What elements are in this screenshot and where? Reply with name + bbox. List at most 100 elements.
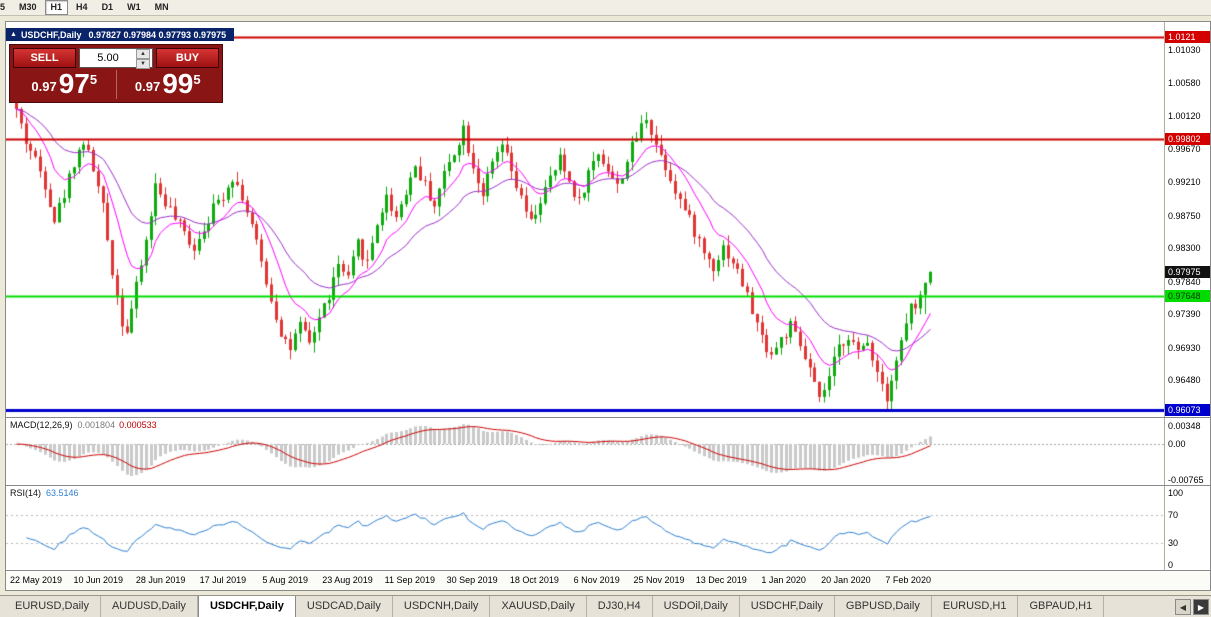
chart-tab-eurusd-daily[interactable]: EURUSD,Daily xyxy=(4,596,101,617)
macd-label: MACD(12,26,9) 0.001804 0.000533 xyxy=(10,420,157,430)
sell-price-point: 5 xyxy=(89,72,98,87)
macd-panel: MACD(12,26,9) 0.001804 0.000533 0.00348 0.0… xyxy=(6,417,1210,486)
sell-price-display[interactable]: 0.97 97 5 xyxy=(13,70,116,99)
tabs-scroll-left-button[interactable]: ◀ xyxy=(1175,599,1191,615)
price-badge-0.97975: 0.97975 xyxy=(1165,265,1210,278)
macd-scale-label: 0.00348 xyxy=(1168,421,1201,431)
buy-price-display[interactable]: 0.97 99 5 xyxy=(115,68,220,99)
price-scale-label: 1.00580 xyxy=(1168,77,1201,88)
price-badge-0.99802: 0.99802 xyxy=(1165,133,1210,146)
chart-tab-audusd-daily[interactable]: AUDUSD,Daily xyxy=(101,596,198,617)
timeframe-button-m30[interactable]: M30 xyxy=(19,2,37,12)
price-scale-label: 0.99210 xyxy=(1168,177,1201,188)
macd-scale: 0.00348 0.00 -0.00765 xyxy=(1164,418,1210,485)
date-label: 1 Jan 2020 xyxy=(761,575,806,585)
timeframe-button-5[interactable]: 5 xyxy=(0,2,6,12)
date-label: 23 Aug 2019 xyxy=(322,575,373,585)
date-label: 28 Jun 2019 xyxy=(135,575,186,585)
rsi-plot: RSI(14) 63.5146 xyxy=(6,486,1164,571)
price-scale-label: 0.98300 xyxy=(1168,243,1201,254)
sell-price-prefix: 0.97 xyxy=(31,79,57,94)
arrow-right-icon: ▶ xyxy=(1197,602,1205,612)
chart-tab-usdcad-daily[interactable]: USDCAD,Daily xyxy=(296,596,393,617)
chart-tab-xauusd-daily[interactable]: XAUUSD,Daily xyxy=(490,596,587,617)
timeframe-button-w1[interactable]: W1 xyxy=(127,2,141,12)
main-price-scale: 1.01030 1.00580 1.00120 0.99670 0.99210 0.987… xyxy=(1164,22,1210,417)
chart-window-title[interactable]: ▲ USDCHF,Daily 0.97827 0.97984 0.97793 0… xyxy=(6,28,235,41)
timeframe-button-h1[interactable]: H1 xyxy=(44,0,69,15)
sell-price-pips: 97 xyxy=(58,68,90,99)
macd-scale-label: 0.00 xyxy=(1168,439,1186,449)
volume-input[interactable] xyxy=(80,49,136,67)
rsi-panel: RSI(14) 63.5146 100 70 30 0 xyxy=(6,485,1210,571)
macd-name: MACD(12,26,9) xyxy=(10,420,73,430)
chart-tab-dj30-h4[interactable]: DJ30,H4 xyxy=(587,596,653,617)
one-click-trading-panel: SELL ▲ ▼ BUY 0.97 97 5 xyxy=(9,44,223,103)
chart-symbol-period: USDCHF,Daily xyxy=(20,29,82,40)
macd-scale-label: -0.00765 xyxy=(1168,475,1204,485)
buy-price-pips: 99 xyxy=(162,68,194,99)
chart-tab-usdoil-daily[interactable]: USDOil,Daily xyxy=(653,596,740,617)
rsi-label: RSI(14) 63.5146 xyxy=(10,488,79,498)
price-badge-0.96073: 0.96073 xyxy=(1165,403,1210,416)
sell-button[interactable]: SELL xyxy=(13,48,76,68)
date-label: 22 May 2019 xyxy=(9,575,63,585)
date-label: 6 Nov 2019 xyxy=(573,575,620,585)
arrow-left-icon: ◀ xyxy=(1179,602,1187,612)
main-chart-plot: ▲ USDCHF,Daily 0.97827 0.97984 0.97793 0… xyxy=(6,22,1164,417)
chart-window-icon: ▲ xyxy=(10,31,17,38)
macd-plot: MACD(12,26,9) 0.001804 0.000533 xyxy=(6,418,1164,486)
rsi-scale-label: 0 xyxy=(1168,560,1174,570)
macd-main-value: 0.001804 xyxy=(77,420,116,430)
price-scale-label: 1.00120 xyxy=(1168,111,1201,122)
date-label: 13 Dec 2019 xyxy=(695,575,747,585)
chevron-up-icon: ▲ xyxy=(140,51,146,57)
rsi-canvas[interactable] xyxy=(6,486,1164,571)
timeframe-button-mn[interactable]: MN xyxy=(154,2,169,12)
price-scale-label: 0.99670 xyxy=(1168,143,1201,154)
chevron-down-icon: ▼ xyxy=(140,61,146,67)
chart-tab-usdchf-daily[interactable]: USDCHF,Daily xyxy=(740,596,835,617)
date-label: 30 Sep 2019 xyxy=(446,575,498,585)
price-badge-0.97648: 0.97648 xyxy=(1165,289,1210,302)
rsi-scale: 100 70 30 0 xyxy=(1164,486,1210,570)
buy-price-prefix: 0.97 xyxy=(134,79,161,94)
buy-button[interactable]: BUY xyxy=(156,48,219,68)
volume-down-button[interactable]: ▼ xyxy=(136,59,150,69)
chart-tab-usdchf-daily[interactable]: USDCHF,Daily xyxy=(197,596,296,617)
chart-window: ▲ USDCHF,Daily 0.97827 0.97984 0.97793 0… xyxy=(5,21,1211,591)
rsi-scale-label: 100 xyxy=(1168,488,1184,498)
chart-tab-gbpaud-h1[interactable]: GBPAUD,H1 xyxy=(1018,596,1105,617)
timeframe-toolbar: 5 M30 H1 H4 D1 W1 MN xyxy=(0,0,1211,16)
rsi-name: RSI(14) xyxy=(10,488,42,498)
volume-up-button[interactable]: ▲ xyxy=(136,49,150,59)
date-label: 5 Aug 2019 xyxy=(262,575,308,585)
date-label: 20 Jan 2020 xyxy=(821,575,871,585)
timeframe-button-d1[interactable]: D1 xyxy=(101,2,114,12)
price-scale-label: 0.96480 xyxy=(1168,375,1201,386)
macd-canvas[interactable] xyxy=(6,418,1164,486)
timeframe-button-h4[interactable]: H4 xyxy=(76,2,88,12)
date-label: 7 Feb 2020 xyxy=(885,575,931,585)
price-scale-label: 0.96930 xyxy=(1168,342,1201,353)
main-chart-panel: ▲ USDCHF,Daily 0.97827 0.97984 0.97793 0… xyxy=(6,22,1210,417)
date-label: 25 Nov 2019 xyxy=(633,575,685,585)
chart-tab-eurusd-h1[interactable]: EURUSD,H1 xyxy=(932,596,1019,617)
price-scale-label: 0.98750 xyxy=(1168,210,1201,221)
macd-signal-value: 0.000533 xyxy=(119,420,157,430)
chart-tab-gbpusd-daily[interactable]: GBPUSD,Daily xyxy=(835,596,932,617)
price-scale-label: 0.97390 xyxy=(1168,309,1201,320)
tab-scroll-buttons: ◀ ▶ xyxy=(1175,599,1209,615)
volume-control: ▲ ▼ xyxy=(79,48,153,69)
rsi-value: 63.5146 xyxy=(46,488,79,498)
date-label: 18 Oct 2019 xyxy=(509,575,559,585)
price-scale-label: 1.01030 xyxy=(1168,45,1201,56)
rsi-scale-label: 30 xyxy=(1168,538,1179,549)
date-label: 10 Jun 2019 xyxy=(73,575,124,585)
chart-tab-usdcnh-daily[interactable]: USDCNH,Daily xyxy=(393,596,491,617)
tabs-scroll-right-button[interactable]: ▶ xyxy=(1193,599,1209,615)
price-scale-label: 0.97840 xyxy=(1168,276,1201,287)
chart-tab-bar: EURUSD,Daily AUDUSD,Daily USDCHF,Daily USDC… xyxy=(0,595,1211,617)
rsi-scale-label: 70 xyxy=(1168,509,1179,520)
date-label: 17 Jul 2019 xyxy=(199,575,247,585)
